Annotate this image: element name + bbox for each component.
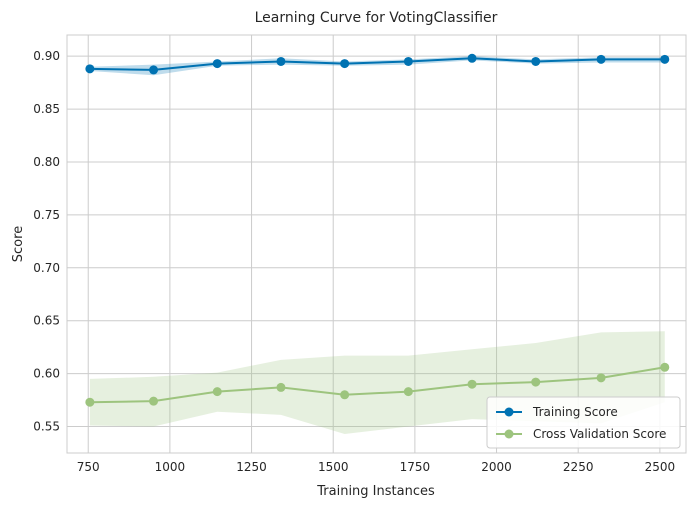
series-lines [89,57,665,404]
x-tick-label: 2250 [563,460,594,474]
cross-validation-score-point [467,379,477,389]
y-tick-label: 0.60 [33,367,60,381]
training-score-point [403,56,413,66]
x-tick-label: 1750 [400,460,431,474]
cross-validation-score-point [85,397,95,407]
cross-validation-score-point [149,396,159,406]
x-tick-label: 1250 [236,460,267,474]
legend-training-label: Training Score [532,405,618,419]
x-tick-label: 2000 [481,460,512,474]
y-tick-label: 0.70 [33,261,60,275]
cross-validation-score-point [276,382,286,392]
legend-cv-label: Cross Validation Score [533,427,666,441]
training-score-point [276,56,286,66]
training-score-point [660,54,670,64]
y-tick-label: 0.90 [33,49,60,63]
training-score-point [531,56,541,66]
cross-validation-score-point [531,377,541,387]
y-tick-label: 0.65 [33,314,60,328]
y-axis-label: Score [11,226,26,262]
x-tick-label: 2500 [645,460,676,474]
chart-title: Learning Curve for VotingClassifier [255,10,498,26]
y-tick-label: 0.85 [33,102,60,116]
grid [67,35,686,453]
cross-validation-score-point [340,390,350,400]
y-tick-label: 0.75 [33,208,60,222]
legend-box [486,396,681,449]
series-points [85,53,670,407]
cross-validation-score-line [89,366,665,404]
cross-validation-score-point [403,387,413,397]
training-score-point [340,59,350,69]
tick-labels: 750 1000 1250 1500 1750 2000 2250 2500 0.55 0.60 0… [33,49,675,474]
training-score-line [89,57,665,71]
plot-frame [66,34,687,454]
y-tick-label: 0.80 [33,155,60,169]
x-tick-label: 1000 [155,460,186,474]
training-score-point [149,65,159,75]
y-tick-label: 0.55 [33,420,60,434]
x-axis-label: Training Instances [316,484,435,499]
legend: Training Score Cross Validation Score [486,396,681,449]
training-score-point [467,53,477,63]
training-score-point [596,54,606,64]
cross-validation-score-point [212,387,222,397]
legend-cv-marker [504,429,514,439]
x-tick-label: 750 [77,460,100,474]
cross-validation-score-point [660,362,670,372]
x-tick-label: 1500 [318,460,349,474]
legend-training-marker [504,407,514,417]
training-score-point [212,59,222,69]
training-score-point [85,64,95,74]
cross-validation-score-point [596,373,606,383]
